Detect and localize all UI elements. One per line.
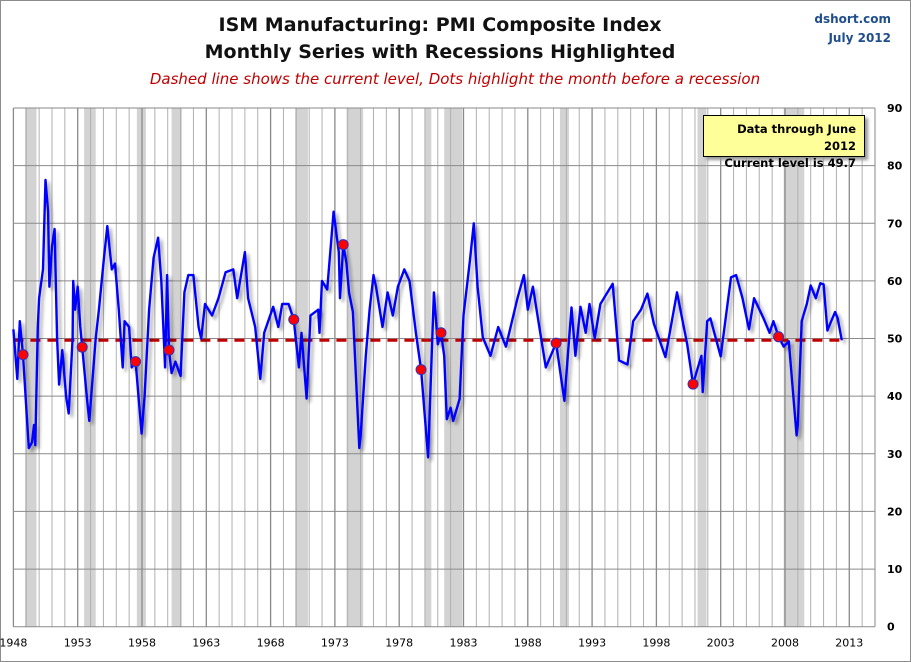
x-tick-label: 1958 [128, 637, 156, 650]
pre-recession-dot [76, 341, 88, 353]
pre-recession-dot [17, 349, 29, 361]
x-tick-label: 2013 [835, 637, 863, 650]
chart-subtitle: Dashed line shows the current level, Dot… [149, 70, 761, 88]
y-tick-label: 50 [887, 333, 903, 346]
y-tick-label: 70 [887, 217, 903, 230]
pre-recession-dot [163, 344, 175, 356]
x-tick-label: 1953 [64, 637, 92, 650]
date-label: July 2012 [828, 31, 891, 45]
recession-band [444, 108, 463, 627]
recession-band [783, 108, 805, 627]
y-tick-label: 20 [887, 505, 903, 518]
x-tick-label: 1983 [449, 637, 477, 650]
recession-band [84, 108, 96, 627]
pre-recession-dot [415, 364, 427, 376]
x-tick-label: 1973 [321, 637, 349, 650]
x-tick-label: 1998 [642, 637, 670, 650]
chart-title-line2: Monthly Series with Recessions Highlight… [204, 41, 676, 63]
x-tick-label: 1948 [0, 637, 27, 650]
pre-recession-dot [435, 327, 447, 339]
x-tick-label: 1993 [578, 637, 606, 650]
y-tick-label: 10 [887, 563, 903, 576]
annotation-line2: Current level is 49.7 [724, 156, 856, 170]
pre-recession-dot [130, 356, 142, 368]
y-tick-label: 80 [887, 160, 903, 173]
y-tick-label: 90 [887, 102, 903, 115]
pre-recession-dot [337, 239, 349, 251]
x-tick-label: 1963 [192, 637, 220, 650]
source-label: dshort.com [814, 12, 891, 26]
pre-recession-dot [550, 337, 562, 349]
x-tick-label: 1978 [385, 637, 413, 650]
recession-band [295, 108, 308, 627]
pre-recession-dot [687, 378, 699, 390]
x-tick-label: 1988 [514, 637, 542, 650]
x-tick-label: 1968 [257, 637, 285, 650]
y-tick-label: 40 [887, 390, 903, 403]
recession-band [424, 108, 432, 627]
pre-recession-dot [773, 331, 785, 343]
recession-band [24, 108, 37, 627]
recession-band [559, 108, 569, 627]
x-tick-label: 2003 [707, 637, 735, 650]
pre-recession-dot [288, 314, 300, 326]
annotation-box: Data through June 2012 Current level is … [703, 115, 865, 170]
y-tick-label: 30 [887, 448, 903, 461]
y-tick-label: 0 [887, 621, 895, 634]
annotation-line1: Data through June 2012 [737, 122, 856, 153]
x-tick-label: 2008 [771, 637, 799, 650]
y-tick-label: 60 [887, 275, 903, 288]
chart-title: ISM Manufacturing: PMI Composite Index [218, 14, 662, 36]
